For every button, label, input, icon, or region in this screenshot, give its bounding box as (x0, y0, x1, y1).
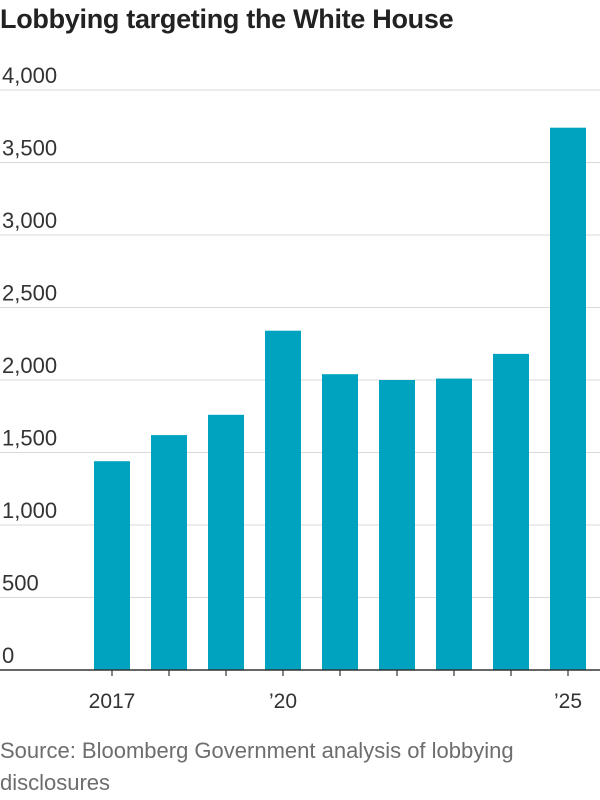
bar-2017 (94, 461, 130, 670)
bar-2021 (322, 374, 358, 670)
x-tick-label: ’20 (269, 690, 297, 713)
y-tick-label: 1,500 (2, 426, 57, 451)
bar-2020 (265, 330, 301, 670)
y-tick-label: 2,500 (2, 281, 57, 306)
x-axis-ticks (111, 670, 569, 676)
y-tick-label: 3,000 (2, 208, 57, 233)
bars (94, 127, 586, 670)
bar-chart: 05001,0001,5002,0002,5003,0003,5004,000 … (0, 63, 600, 713)
y-tick-label: 0 (2, 643, 14, 668)
y-tick-label: 2,000 (2, 353, 57, 378)
y-tick-label: 4,000 (2, 63, 57, 88)
y-axis-tick-labels: 0 500 1,000 1,500 2,000 2,500 3,000 3,500 4,000 (2, 63, 57, 668)
bar-2023 (436, 378, 472, 670)
bar-2019 (208, 414, 244, 670)
chart-title: Lobbying targeting the White House (0, 4, 454, 34)
x-axis-tick-labels: 2017 ’20 ’25 (89, 690, 582, 713)
y-tick-label: 1,000 (2, 498, 57, 523)
bar-2024 (493, 353, 529, 670)
x-tick-label: 2017 (89, 690, 136, 713)
x-tick-label: ’25 (554, 690, 582, 713)
y-tick-label: 500 (2, 571, 39, 596)
bar-2025 (550, 127, 586, 670)
bar-2018 (151, 435, 187, 670)
y-tick-label: 3,500 (2, 136, 57, 161)
bar-2022 (379, 380, 415, 670)
source-note: Source: Bloomberg Government analysis of… (0, 738, 514, 795)
